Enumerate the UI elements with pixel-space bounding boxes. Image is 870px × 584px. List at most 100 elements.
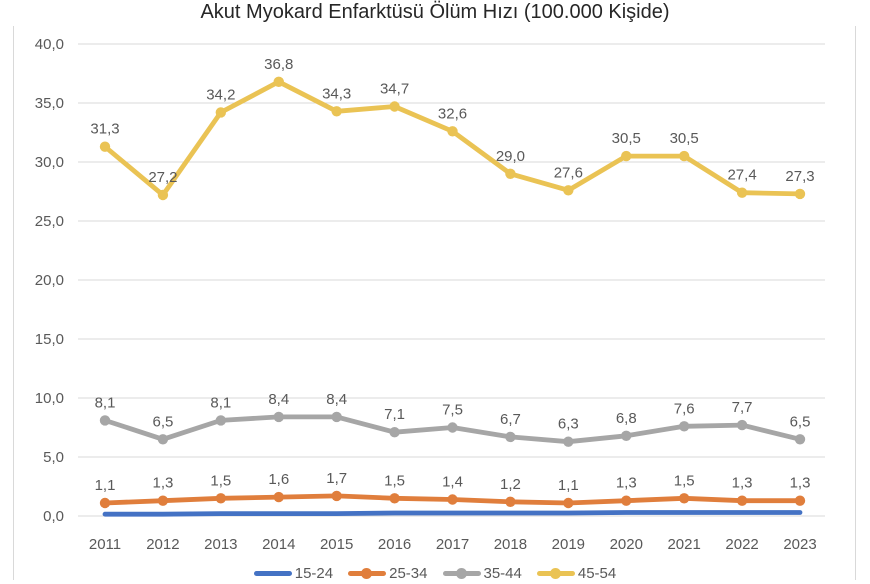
x-axis-tick-label: 2020 <box>610 536 643 553</box>
data-label-25-34: 1,3 <box>790 475 811 492</box>
data-label-45-54: 34,2 <box>206 86 235 103</box>
legend-line-icon <box>442 562 481 584</box>
series-marker-35-44 <box>505 431 516 443</box>
data-label-45-54: 36,8 <box>264 56 293 73</box>
y-axis-tick-label: 0,0 <box>43 508 64 525</box>
series-marker-45-54 <box>563 185 574 196</box>
series-marker-45-54 <box>447 126 458 137</box>
data-label-35-44: 6,5 <box>790 413 811 430</box>
data-label-35-44: 6,7 <box>500 411 521 428</box>
series-marker-35-44 <box>389 427 400 438</box>
data-label-25-34: 1,4 <box>442 474 463 491</box>
x-axis-tick-label: 2013 <box>204 536 237 553</box>
series-marker-45-54 <box>794 188 806 200</box>
data-label-25-34: 1,7 <box>326 470 347 487</box>
y-axis-tick-label: 10,0 <box>35 390 64 407</box>
legend-line-icon <box>348 562 387 584</box>
data-label-45-54: 27,3 <box>785 168 814 185</box>
series-marker-35-44 <box>621 430 632 441</box>
data-label-25-34: 1,3 <box>616 475 637 492</box>
data-label-35-44: 7,6 <box>674 400 695 417</box>
x-axis-tick-label: 2019 <box>552 536 585 553</box>
data-label-45-54: 30,5 <box>612 130 641 147</box>
data-label-45-54: 29,0 <box>496 148 525 165</box>
data-label-35-44: 6,8 <box>616 410 637 427</box>
x-axis-tick-label: 2012 <box>146 536 179 553</box>
series-marker-25-34 <box>331 490 342 502</box>
series-marker-25-34 <box>736 495 748 506</box>
series-marker-25-34 <box>563 497 574 509</box>
data-label-25-34: 1,5 <box>674 472 695 489</box>
data-label-25-34: 1,1 <box>558 477 579 494</box>
series-marker-45-54 <box>621 150 632 162</box>
y-axis-tick-label: 15,0 <box>35 331 64 348</box>
legend-item-35-44: 35-44 <box>442 562 522 584</box>
series-marker-45-54 <box>215 107 227 118</box>
legend-line-icon <box>536 562 575 584</box>
series-marker-35-44 <box>447 422 458 433</box>
legend-label: 15-24 <box>294 564 334 582</box>
data-label-45-54: 27,2 <box>148 169 177 186</box>
data-label-25-34: 1,6 <box>268 471 289 488</box>
data-label-45-54: 27,4 <box>727 167 756 184</box>
y-axis-tick-label: 40,0 <box>35 36 64 53</box>
series-marker-45-54 <box>389 101 400 112</box>
data-label-45-54: 31,3 <box>90 121 119 138</box>
series-marker-25-34 <box>99 497 111 509</box>
chart-title: Akut Myokard Enfarktüsü Ölüm Hızı (100.0… <box>200 1 670 23</box>
series-marker-35-44 <box>157 434 169 445</box>
data-label-45-54: 34,7 <box>380 81 409 98</box>
series-marker-35-44 <box>215 415 227 426</box>
series-marker-35-44 <box>273 411 284 423</box>
x-axis-tick-label: 2016 <box>378 536 411 553</box>
data-label-25-34: 1,3 <box>152 475 173 492</box>
series-marker-35-44 <box>736 419 748 431</box>
data-label-35-44: 8,4 <box>268 391 289 408</box>
series-marker-45-54 <box>678 150 690 162</box>
data-label-25-34: 1,3 <box>732 475 753 492</box>
data-label-35-44: 8,1 <box>95 394 116 411</box>
data-label-35-44: 8,1 <box>210 394 231 411</box>
x-axis-tick-label: 2014 <box>262 536 295 553</box>
legend-item-25-34: 25-34 <box>348 562 428 584</box>
series-marker-25-34 <box>215 493 227 504</box>
series-marker-35-44 <box>99 415 111 426</box>
data-label-35-44: 7,5 <box>442 402 463 419</box>
x-axis-tick-label: 2018 <box>494 536 527 553</box>
y-axis-tick-label: 35,0 <box>35 95 64 112</box>
chart-legend: 15-24 25-34 35-44 45-54 <box>0 562 870 584</box>
series-marker-25-34 <box>157 495 169 506</box>
data-label-35-44: 6,5 <box>152 413 173 430</box>
x-axis-tick-label: 2015 <box>320 536 353 553</box>
series-marker-25-34 <box>621 495 632 506</box>
series-marker-25-34 <box>447 494 458 505</box>
series-marker-25-34 <box>794 495 806 506</box>
legend-line-icon <box>253 562 292 584</box>
series-marker-45-54 <box>505 168 516 179</box>
series-marker-35-44 <box>794 434 806 445</box>
legend-label: 35-44 <box>483 564 522 582</box>
data-label-35-44: 8,4 <box>326 391 347 408</box>
legend-item-45-54: 45-54 <box>536 562 616 584</box>
data-label-45-54: 34,3 <box>322 85 351 102</box>
x-axis-tick-label: 2011 <box>89 536 121 553</box>
x-axis-tick-label: 2022 <box>725 536 758 553</box>
y-axis-tick-label: 30,0 <box>35 154 64 171</box>
series-marker-25-34 <box>389 493 400 504</box>
data-label-35-44: 7,7 <box>732 399 753 416</box>
data-label-25-34: 1,5 <box>210 472 231 489</box>
series-marker-45-54 <box>736 187 748 198</box>
data-label-25-34: 1,5 <box>384 472 405 489</box>
data-label-45-54: 32,6 <box>438 105 467 122</box>
x-axis-tick-label: 2023 <box>783 536 816 553</box>
series-marker-45-54 <box>99 141 111 152</box>
y-axis-tick-label: 25,0 <box>35 213 64 230</box>
series-marker-45-54 <box>331 106 342 117</box>
data-label-45-54: 27,6 <box>554 164 583 181</box>
series-marker-45-54 <box>157 189 169 201</box>
series-line-15-24 <box>102 510 803 517</box>
data-label-25-34: 1,2 <box>500 476 521 493</box>
data-label-25-34: 1,1 <box>95 477 116 494</box>
